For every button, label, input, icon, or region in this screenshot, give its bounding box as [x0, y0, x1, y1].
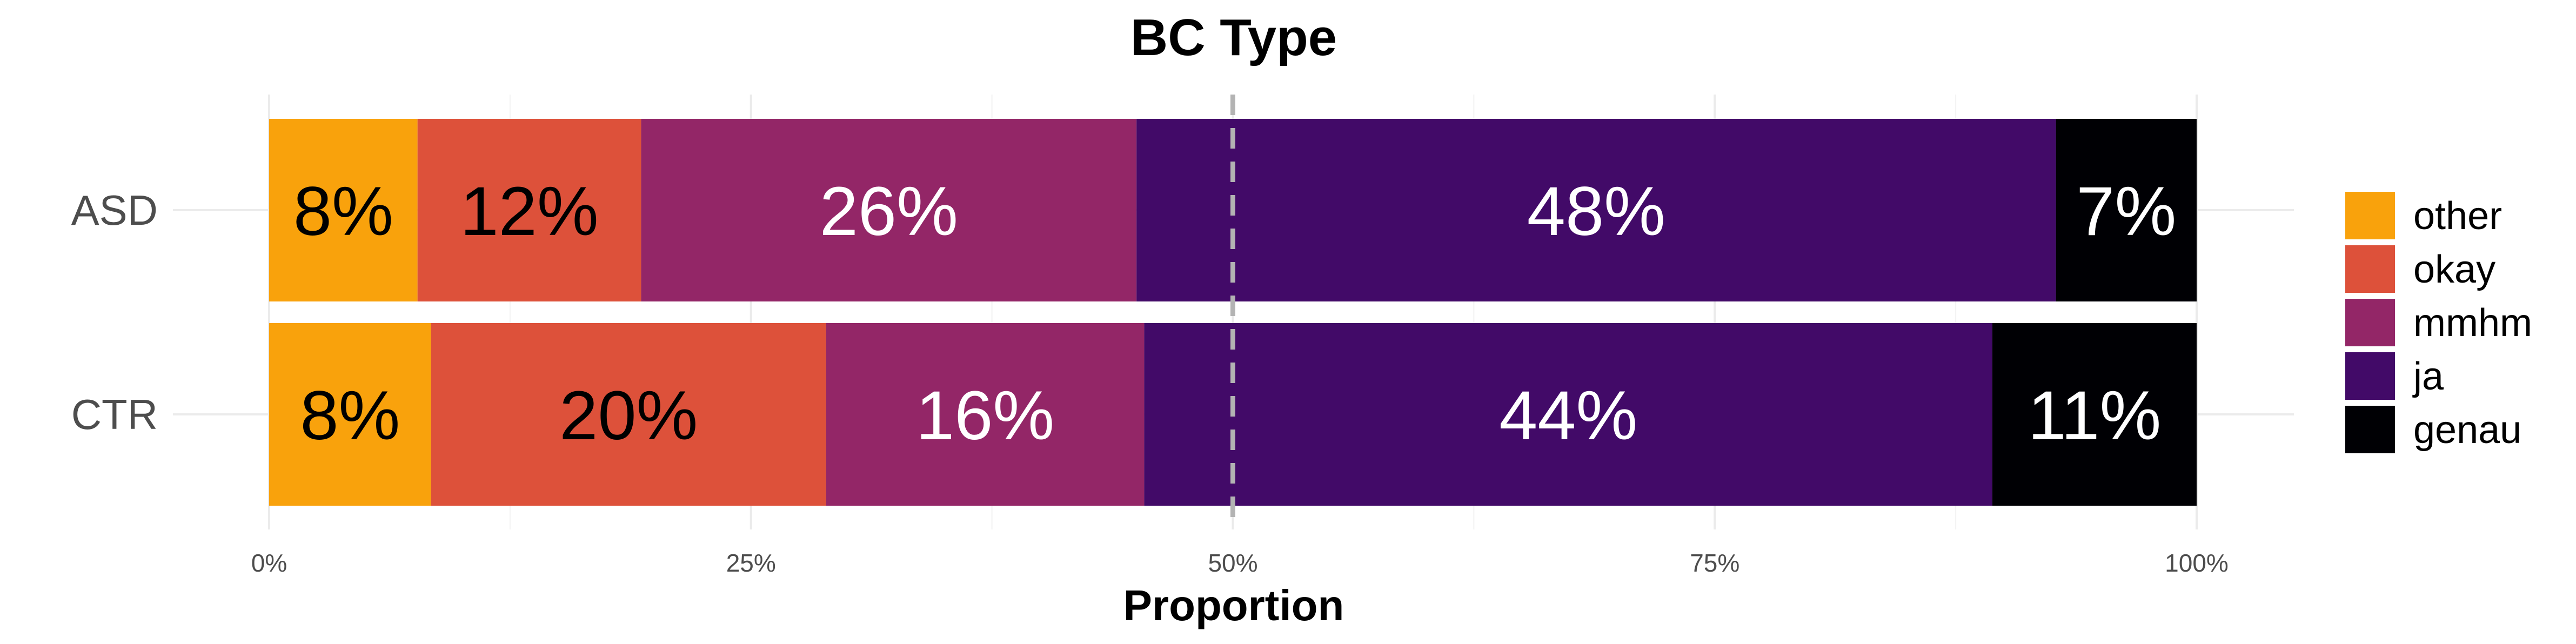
y-tick-label-ctr: CTR — [71, 391, 158, 438]
bar-segment-asd-okay — [417, 119, 641, 301]
data-label-ctr-genau: 11% — [2028, 377, 2162, 454]
bar-segment-ctr-okay — [431, 323, 826, 506]
legend-label-mmhm: mmhm — [2413, 301, 2532, 345]
data-label-asd-genau: 7% — [2076, 173, 2176, 250]
bar-segment-asd-genau — [2056, 119, 2197, 301]
axis-layer: ASD CTR 0% 25% 50% 75% 100% — [71, 186, 2229, 577]
y-tick-label-asd: ASD — [71, 186, 158, 234]
x-axis-label: Proportion — [1123, 581, 1344, 629]
legend-label-other: other — [2413, 194, 2502, 238]
x-tick-label: 25% — [726, 549, 776, 577]
legend-swatch-mmhm — [2345, 299, 2395, 346]
legend: other okay mmhm ja genau — [2345, 192, 2532, 453]
legend-swatch-ja — [2345, 352, 2395, 400]
bar-segment-ctr-mmhm — [826, 323, 1145, 506]
data-label-asd-ja: 48% — [1527, 173, 1665, 250]
bar-segment-asd-other — [269, 119, 418, 301]
x-tick-label: 50% — [1208, 549, 1257, 577]
bar-segment-ctr-other — [269, 323, 431, 506]
legend-label-okay: okay — [2413, 248, 2495, 291]
legend-swatch-other — [2345, 192, 2395, 239]
bar-segment-ctr-genau — [1992, 323, 2197, 506]
chart-title: BC Type — [1130, 9, 1337, 66]
data-label-asd-mmhm: 26% — [820, 173, 958, 250]
data-label-ctr-ja: 44% — [1499, 377, 1637, 454]
x-tick-label: 75% — [1690, 549, 1739, 577]
legend-swatch-okay — [2345, 245, 2395, 293]
data-label-asd-other: 8% — [293, 173, 393, 250]
data-label-ctr-mmhm: 16% — [916, 377, 1054, 454]
legend-swatch-genau — [2345, 406, 2395, 453]
bar-segment-asd-mmhm — [641, 119, 1137, 301]
bars-layer — [269, 119, 2197, 506]
x-tick-label: 100% — [2165, 549, 2229, 577]
data-label-ctr-other: 8% — [300, 377, 400, 454]
bar-segment-ctr-ja — [1144, 323, 1992, 506]
bar-segment-asd-ja — [1136, 119, 2056, 301]
legend-label-genau: genau — [2413, 408, 2521, 452]
data-label-asd-okay: 12% — [460, 173, 598, 250]
x-tick-label: 0% — [251, 549, 287, 577]
legend-label-ja: ja — [2412, 355, 2444, 398]
data-label-ctr-okay: 20% — [559, 377, 698, 454]
segment-labels-layer: 8% 12% 26% 48% 7% 8% 20% 16% 44% 11% — [293, 173, 2176, 454]
